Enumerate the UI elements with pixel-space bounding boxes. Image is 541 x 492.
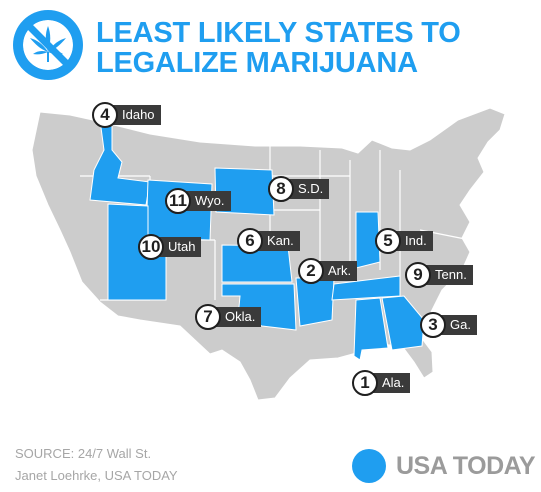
rank-badge: 4 [92,102,118,128]
state-label: Ark. [318,261,358,281]
marker-oklahoma: 7 Okla. [195,304,262,330]
rank-badge: 6 [237,228,263,254]
state-label: Tenn. [425,265,473,285]
rank-badge: 11 [165,188,191,214]
state-label: Idaho [112,105,161,125]
state-label: S.D. [288,179,330,199]
brand-logo: USA TODAY [352,448,536,484]
rank-badge: 10 [138,234,164,260]
no-marijuana-icon [13,10,83,80]
page-title: LEAST LIKELY STATES TO LEGALIZE MARIJUAN… [96,18,461,78]
rank-badge: 1 [352,370,378,396]
state-label: Ga. [440,315,477,335]
rank-badge: 2 [298,258,324,284]
state-alabama [353,297,389,361]
marker-south-dakota: 8 S.D. [268,176,330,202]
marker-indiana: 5 Ind. [375,228,433,254]
marker-georgia: 3 Ga. [420,312,477,338]
state-label: Okla. [215,307,262,327]
brand-dot-icon [352,449,386,483]
state-arkansas [295,277,335,327]
rank-badge: 5 [375,228,401,254]
marker-arkansas: 2 Ark. [298,258,358,284]
rank-badge: 8 [268,176,294,202]
brand-name: USA TODAY [396,451,536,480]
state-label: Ind. [395,231,433,251]
title-line-2: LEGALIZE MARIJUANA [96,47,418,79]
source-text: SOURCE: 24/7 Wall St. [15,446,152,461]
rank-badge: 7 [195,304,221,330]
marker-alabama: 1 Ala. [352,370,411,396]
source-credit: SOURCE: 24/7 Wall St. Janet Loehrke, USA… [15,443,178,487]
rank-badge: 9 [405,262,431,288]
marker-tennessee: 9 Tenn. [405,262,473,288]
credit-text: Janet Loehrke, USA TODAY [15,468,178,483]
marker-wyoming: 11 Wyo. [165,188,231,214]
state-label: Wyo. [185,191,231,211]
rank-badge: 3 [420,312,446,338]
state-label: Ala. [372,373,411,393]
marker-kansas: 6 Kan. [237,228,300,254]
marker-idaho: 4 Idaho [92,102,161,128]
state-label: Utah [158,237,202,257]
state-label: Kan. [257,231,300,251]
title-line-1: LEAST LIKELY STATES TO [96,17,461,49]
marker-utah: 10 Utah [138,234,202,260]
header: LEAST LIKELY STATES TO LEGALIZE MARIJUAN… [0,0,541,92]
state-indiana [355,211,381,269]
